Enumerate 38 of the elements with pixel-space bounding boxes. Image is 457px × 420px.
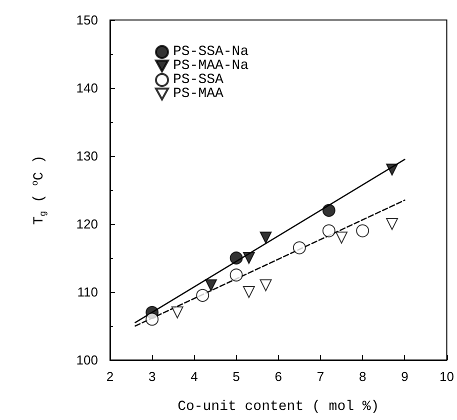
point: [230, 268, 243, 282]
legend-label: PS-SSA-Na: [173, 44, 249, 60]
point: [356, 224, 370, 238]
point: [146, 312, 159, 326]
y-tick-label: 140: [76, 80, 98, 96]
legend-label: PS-SSA: [173, 72, 224, 88]
point: [171, 306, 184, 318]
legend-label: PS-MAA-Na: [173, 58, 249, 74]
y-tick-label: 120: [76, 216, 98, 232]
y-axis-title: Tg ( oC ): [30, 155, 48, 225]
point: [260, 279, 272, 292]
x-tick-label: 10: [440, 369, 454, 384]
x-tick-label: 7: [316, 369, 324, 384]
x-tick-label: 3: [148, 369, 156, 384]
point: [230, 252, 243, 264]
point: [242, 252, 255, 264]
x-tick-label: 9: [401, 369, 408, 384]
x-axis-title: Co-unit content ( mol %): [178, 399, 380, 415]
point: [196, 288, 210, 302]
y-tick-label: 130: [76, 148, 98, 164]
x-tick-label: 4: [190, 369, 198, 384]
x-tick-label: 8: [358, 369, 366, 384]
point: [292, 241, 306, 254]
x-tick-label: 5: [232, 369, 240, 384]
point: [242, 286, 255, 298]
y-tick-label: 100: [76, 352, 98, 368]
point: [322, 204, 336, 217]
point: [205, 279, 218, 292]
x-tick-label: 6: [274, 369, 282, 384]
point: [336, 232, 348, 244]
y-tick-label: 150: [76, 12, 98, 28]
point: [386, 218, 398, 230]
point: [322, 224, 336, 238]
point: [260, 232, 272, 244]
x-tick-label: 2: [106, 369, 114, 384]
point: [386, 164, 398, 176]
legend-label: PS-MAA: [173, 86, 224, 102]
y-tick-label: 110: [77, 284, 98, 300]
